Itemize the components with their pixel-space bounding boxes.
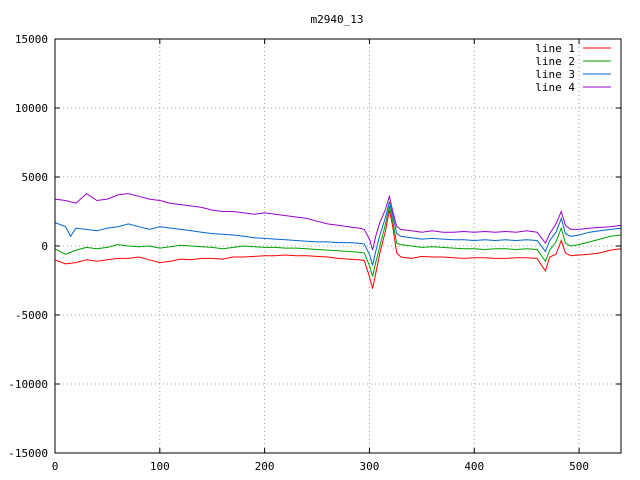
chart-title: m2940_13 <box>311 13 364 26</box>
series-line-4 <box>54 192 622 251</box>
x-tick-label: 300 <box>360 460 380 473</box>
x-tick-label: 400 <box>464 460 484 473</box>
plot-frame <box>54 38 622 454</box>
series-line-1 <box>54 210 622 289</box>
legend-label: line 1 <box>535 42 575 55</box>
legend-label: line 4 <box>535 81 575 94</box>
series-lines <box>54 192 622 289</box>
y-tick-label: 0 <box>41 240 48 253</box>
x-tick-label: 200 <box>255 460 275 473</box>
y-tick-label: -10000 <box>8 378 48 391</box>
x-tick-label: 500 <box>569 460 589 473</box>
x-tick-label: 100 <box>150 460 170 473</box>
x-tick-label: 0 <box>52 460 59 473</box>
legend-label: line 3 <box>535 68 575 81</box>
y-tick-label: 10000 <box>15 102 48 115</box>
series-line-3 <box>54 201 622 266</box>
legend-label: line 2 <box>535 55 575 68</box>
y-tick-label: -15000 <box>8 447 48 460</box>
series-line-2 <box>54 205 622 277</box>
y-tick-label: -5000 <box>15 309 48 322</box>
y-tick-label: 5000 <box>22 171 49 184</box>
y-tick-label: 15000 <box>15 33 48 46</box>
grid <box>55 39 621 453</box>
axis-ticks: 0 100 200 300 400 500 -15000 -10000 -5000 0 5000 10… <box>8 33 621 473</box>
